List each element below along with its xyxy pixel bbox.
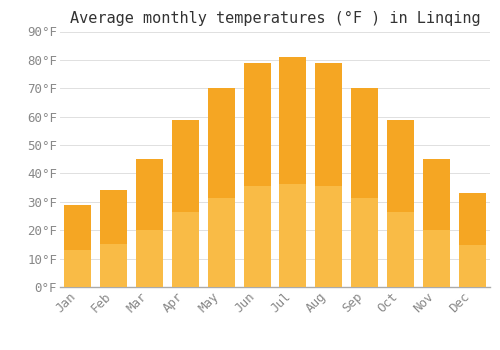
Bar xyxy=(387,212,414,287)
Bar xyxy=(208,88,234,287)
Bar xyxy=(280,57,306,287)
Bar xyxy=(351,197,378,287)
Bar xyxy=(136,230,163,287)
Bar xyxy=(316,63,342,287)
Bar xyxy=(64,205,92,287)
Bar xyxy=(136,159,163,287)
Bar xyxy=(387,119,414,287)
Bar xyxy=(351,88,378,287)
Bar xyxy=(280,183,306,287)
Bar xyxy=(423,230,450,287)
Bar xyxy=(387,119,414,287)
Bar xyxy=(100,190,127,287)
Bar xyxy=(458,193,485,287)
Title: Average monthly temperatures (°F ) in Linqing: Average monthly temperatures (°F ) in Li… xyxy=(70,11,480,26)
Bar xyxy=(244,63,270,287)
Bar xyxy=(100,244,127,287)
Bar xyxy=(280,57,306,287)
Bar xyxy=(208,197,234,287)
Bar xyxy=(351,88,378,287)
Bar xyxy=(172,119,199,287)
Bar xyxy=(64,250,92,287)
Bar xyxy=(316,186,342,287)
Bar xyxy=(458,245,485,287)
Bar xyxy=(64,205,92,287)
Bar xyxy=(423,159,450,287)
Bar xyxy=(208,88,234,287)
Bar xyxy=(244,63,270,287)
Bar xyxy=(136,159,163,287)
Bar xyxy=(244,186,270,287)
Bar xyxy=(316,63,342,287)
Bar xyxy=(100,190,127,287)
Bar xyxy=(458,193,485,287)
Bar xyxy=(172,212,199,287)
Bar xyxy=(423,159,450,287)
Bar xyxy=(172,119,199,287)
